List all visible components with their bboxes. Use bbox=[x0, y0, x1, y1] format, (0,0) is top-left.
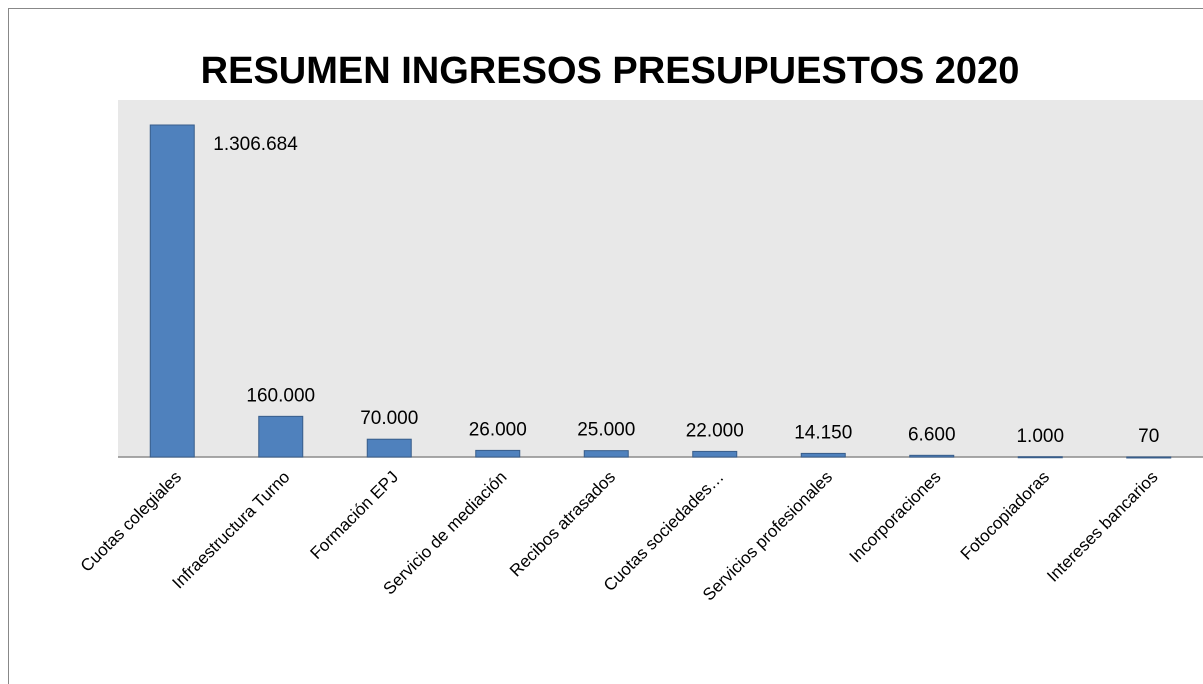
data-label: 22.000 bbox=[686, 420, 744, 441]
data-label: 1.000 bbox=[1016, 426, 1064, 447]
bar bbox=[258, 415, 304, 458]
plot-area bbox=[118, 100, 1203, 457]
data-label: 14.150 bbox=[794, 422, 852, 443]
bar bbox=[366, 438, 412, 458]
bar bbox=[800, 452, 846, 458]
data-label: 1.306.684 bbox=[213, 134, 298, 155]
data-label: 26.000 bbox=[469, 419, 527, 440]
data-label: 70 bbox=[1138, 426, 1159, 447]
bar bbox=[475, 449, 521, 458]
bar bbox=[1126, 456, 1172, 459]
bar bbox=[692, 450, 738, 458]
data-label: 70.000 bbox=[360, 408, 418, 429]
data-label: 160.000 bbox=[246, 385, 315, 406]
data-label: 6.600 bbox=[908, 424, 956, 445]
data-label: 25.000 bbox=[577, 420, 635, 441]
bar bbox=[1017, 456, 1063, 459]
bar bbox=[583, 450, 629, 458]
bar bbox=[909, 454, 955, 458]
bar bbox=[149, 124, 195, 458]
chart-title: RESUMEN INGRESOS PRESUPUESTOS 2020 bbox=[201, 50, 1020, 92]
